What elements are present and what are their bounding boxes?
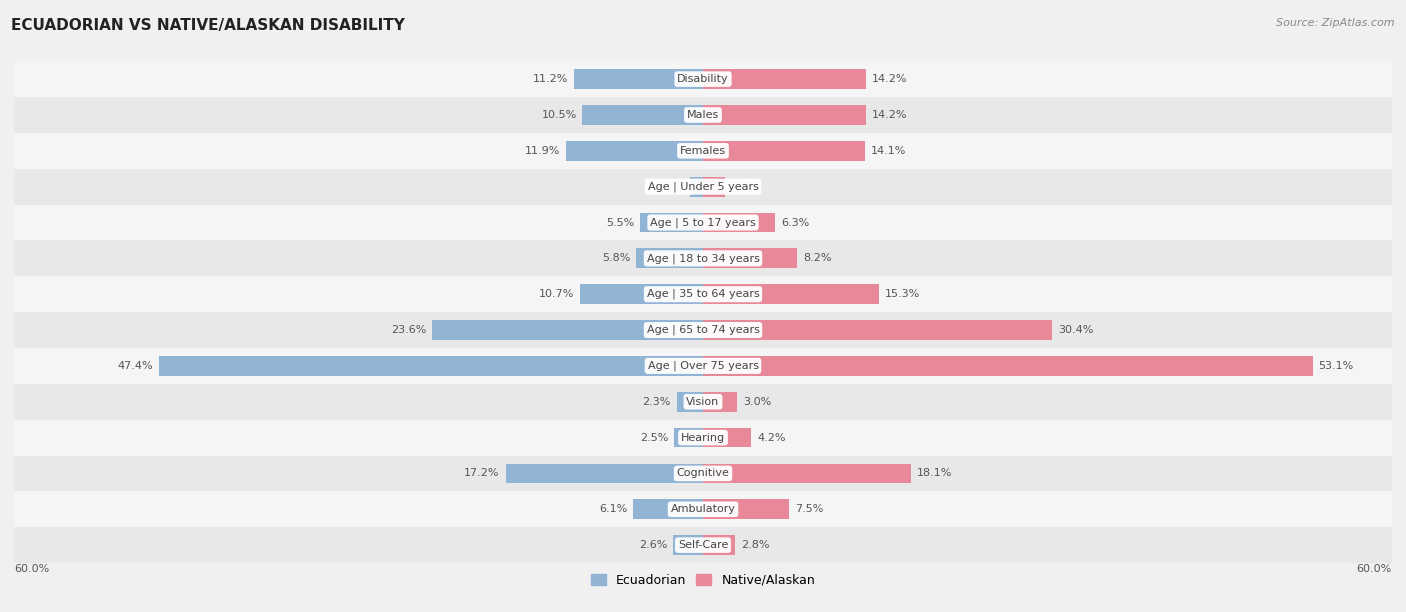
Text: 3.0%: 3.0% (744, 397, 772, 407)
Bar (14, 348, 1392, 384)
Text: 2.3%: 2.3% (643, 397, 671, 407)
Text: 30.4%: 30.4% (1057, 325, 1094, 335)
Bar (637, 248, 703, 268)
Bar (703, 248, 797, 268)
Bar (581, 285, 703, 304)
Text: Cognitive: Cognitive (676, 468, 730, 479)
Text: 18.1%: 18.1% (917, 468, 952, 479)
Text: Self-Care: Self-Care (678, 540, 728, 550)
Text: 1.1%: 1.1% (657, 182, 685, 192)
Text: 47.4%: 47.4% (117, 361, 153, 371)
Text: Hearing: Hearing (681, 433, 725, 442)
Bar (703, 212, 775, 233)
Text: Age | 65 to 74 years: Age | 65 to 74 years (647, 325, 759, 335)
Legend: Ecuadorian, Native/Alaskan: Ecuadorian, Native/Alaskan (586, 569, 820, 592)
Text: 15.3%: 15.3% (884, 289, 920, 299)
Text: 5.8%: 5.8% (602, 253, 631, 263)
Text: Males: Males (688, 110, 718, 120)
Text: 1.9%: 1.9% (731, 182, 759, 192)
Text: 53.1%: 53.1% (1319, 361, 1354, 371)
Bar (14, 61, 1392, 97)
Bar (703, 356, 1313, 376)
Bar (14, 491, 1392, 527)
Bar (14, 455, 1392, 491)
Text: 7.5%: 7.5% (794, 504, 824, 514)
Text: ECUADORIAN VS NATIVE/ALASKAN DISABILITY: ECUADORIAN VS NATIVE/ALASKAN DISABILITY (11, 18, 405, 34)
Bar (703, 177, 725, 196)
Text: Source: ZipAtlas.com: Source: ZipAtlas.com (1277, 18, 1395, 28)
Text: 14.2%: 14.2% (872, 74, 907, 84)
Text: Age | Over 75 years: Age | Over 75 years (648, 360, 758, 371)
Text: 10.7%: 10.7% (538, 289, 575, 299)
Text: 14.1%: 14.1% (870, 146, 905, 156)
Text: Age | 5 to 17 years: Age | 5 to 17 years (650, 217, 756, 228)
Text: 17.2%: 17.2% (464, 468, 499, 479)
Bar (14, 384, 1392, 420)
Text: 8.2%: 8.2% (803, 253, 831, 263)
Bar (673, 536, 703, 555)
Text: 2.8%: 2.8% (741, 540, 769, 550)
Text: 23.6%: 23.6% (391, 325, 426, 335)
Text: Females: Females (681, 146, 725, 156)
Text: 11.2%: 11.2% (533, 74, 568, 84)
Text: 4.2%: 4.2% (756, 433, 786, 442)
Bar (14, 241, 1392, 276)
Text: 6.3%: 6.3% (782, 217, 810, 228)
Bar (633, 499, 703, 519)
Text: Vision: Vision (686, 397, 720, 407)
Bar (690, 177, 703, 196)
Bar (703, 69, 866, 89)
Text: Age | 35 to 64 years: Age | 35 to 64 years (647, 289, 759, 299)
Text: 5.5%: 5.5% (606, 217, 634, 228)
Bar (14, 133, 1392, 169)
Bar (675, 428, 703, 447)
Text: 10.5%: 10.5% (541, 110, 576, 120)
Text: 14.2%: 14.2% (872, 110, 907, 120)
Text: 11.9%: 11.9% (526, 146, 561, 156)
Text: Ambulatory: Ambulatory (671, 504, 735, 514)
Bar (575, 69, 703, 89)
Bar (676, 392, 703, 412)
Bar (14, 527, 1392, 563)
Bar (14, 97, 1392, 133)
Bar (582, 105, 703, 125)
Bar (14, 204, 1392, 241)
Text: Age | Under 5 years: Age | Under 5 years (648, 181, 758, 192)
Bar (703, 428, 751, 447)
Bar (159, 356, 703, 376)
Text: 6.1%: 6.1% (599, 504, 627, 514)
Bar (703, 499, 789, 519)
Bar (703, 463, 911, 483)
Bar (506, 463, 703, 483)
Text: 60.0%: 60.0% (1357, 564, 1392, 574)
Bar (703, 105, 866, 125)
Bar (703, 141, 865, 161)
Text: 60.0%: 60.0% (14, 564, 49, 574)
Bar (703, 392, 738, 412)
Bar (14, 276, 1392, 312)
Bar (703, 536, 735, 555)
Text: Disability: Disability (678, 74, 728, 84)
Bar (567, 141, 703, 161)
Text: 2.5%: 2.5% (640, 433, 669, 442)
Bar (14, 169, 1392, 204)
Bar (703, 285, 879, 304)
Text: 2.6%: 2.6% (640, 540, 668, 550)
Bar (703, 320, 1052, 340)
Bar (640, 212, 703, 233)
Bar (14, 420, 1392, 455)
Bar (14, 312, 1392, 348)
Bar (432, 320, 703, 340)
Text: Age | 18 to 34 years: Age | 18 to 34 years (647, 253, 759, 264)
